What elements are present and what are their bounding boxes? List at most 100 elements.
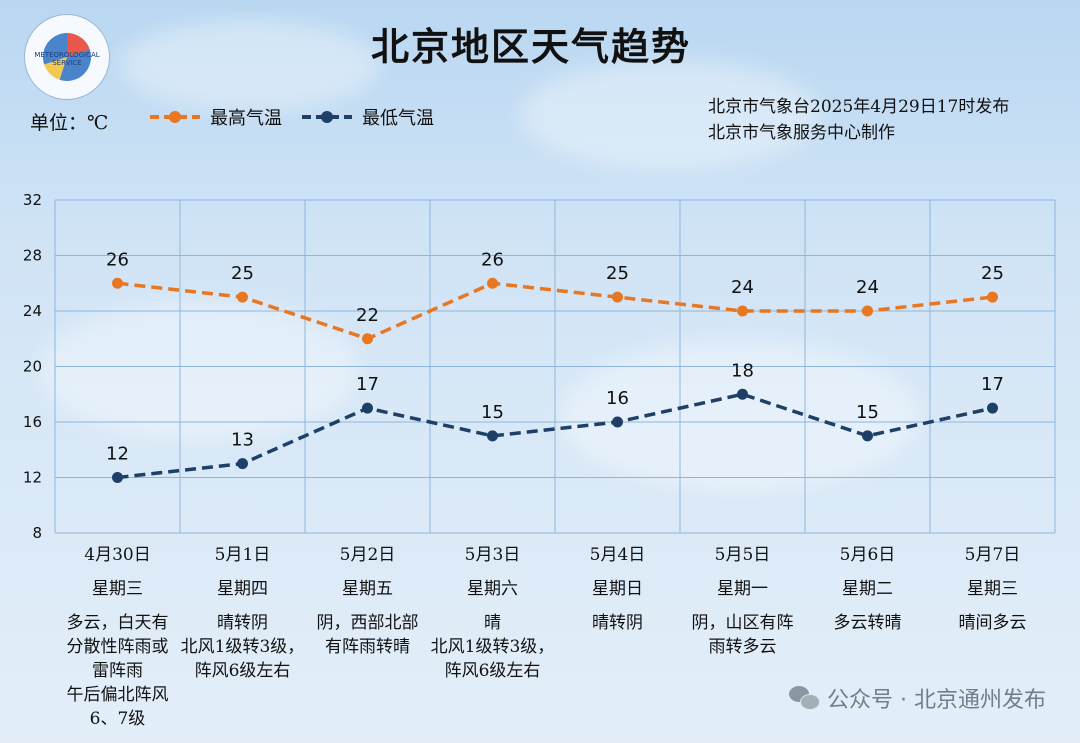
day-weather: 晴转阴 北风1级转3级， 阵风6级左右 [180,611,305,683]
day-weather-line: 多云，白天有 [66,613,169,633]
day-weekday: 星期一 [717,579,768,599]
day-column: 5月7日星期三晴间多云 [930,540,1055,635]
legend-swatch-low-icon [302,111,352,123]
data-point-high [612,291,623,303]
y-tick-label: 16 [23,413,42,431]
wechat-icon [789,686,821,710]
day-weather-line: 阴，山区有阵 [691,613,794,633]
day-weather-line: 多云转晴 [833,613,902,633]
data-label-high: 24 [856,277,879,298]
cloud-decoration [520,60,820,170]
data-label-low: 16 [606,388,629,409]
day-weather: 阴，山区有阵 雨转多云 [680,611,805,659]
unit-label: 单位：℃ [30,112,109,134]
data-point-high [362,333,373,345]
day-weather-line: 晴转阴 [217,613,268,633]
legend-item-high: 最高气温 [150,104,282,130]
data-point-high [737,305,748,317]
data-point-low [737,388,748,400]
day-weather-line: 北风1级转3级， [430,637,555,657]
data-point-high [237,291,248,303]
data-label-low: 12 [106,444,129,465]
y-tick-label: 24 [23,302,42,320]
y-tick-label: 12 [23,469,42,487]
day-weather: 晴转阴 [555,611,680,635]
legend-label-low: 最低气温 [362,108,434,129]
day-date: 5月6日 [839,545,896,565]
day-weather: 晴间多云 [930,611,1055,635]
day-weather: 多云转晴 [805,611,930,635]
watermark: 公众号 · 北京通州发布 [789,682,1046,714]
logo-ring-text: METEOROLOGICAL SERVICE [34,51,100,67]
day-weather-line: 雷阵雨 [92,661,143,681]
cloud-decoration [120,20,380,110]
y-tick-label: 20 [23,358,42,376]
series-line-low [117,392,993,480]
day-column: 5月4日星期日晴转阴 [555,540,680,635]
day-column: 5月1日星期四晴转阴 北风1级转3级， 阵风6级左右 [180,540,305,683]
data-point-low [487,430,498,442]
day-weekday: 星期三 [967,579,1018,599]
day-weekday: 星期日 [592,579,643,599]
day-weather-line: 阴，西部北部 [316,613,419,633]
data-label-low: 13 [231,430,254,451]
day-date: 5月2日 [339,545,396,565]
day-date: 4月30日 [84,545,151,565]
data-point-high [487,277,498,289]
legend-label-high: 最高气温 [210,108,282,129]
day-column: 5月6日星期二多云转晴 [805,540,930,635]
data-label-high: 25 [981,263,1004,284]
issuer-line-1: 北京市气象台2025年4月29日17时发布 [708,97,1010,117]
logo-emblem-icon [43,33,91,81]
day-date: 5月5日 [714,545,771,565]
day-weather: 多云，白天有 分散性阵雨或 雷阵雨 午后偏北阵风 6、7级 [55,611,180,731]
data-point-low [862,430,873,442]
day-date: 5月4日 [589,545,646,565]
day-weekday: 星期五 [342,579,393,599]
day-column: 5月5日星期一阴，山区有阵 雨转多云 [680,540,805,659]
cloud-decoration [40,300,360,440]
cloud-decoration [560,340,920,490]
day-weekday: 星期三 [92,579,143,599]
day-weather-line: 晴 [484,613,501,633]
data-label-low: 15 [856,402,879,423]
day-weather-line: 晴转阴 [592,613,643,633]
day-weekday: 星期二 [842,579,893,599]
data-point-low [112,472,123,483]
watermark-text: 公众号 · 北京通州发布 [827,688,1046,713]
data-label-high: 26 [106,249,129,270]
data-point-high [112,277,123,289]
day-weather-line: 6、7级 [89,709,146,729]
day-weekday: 星期四 [217,579,268,599]
data-label-low: 15 [481,402,504,423]
day-weather: 晴北风1级转3级， 阵风6级左右 [430,611,555,683]
series-line-high [117,281,993,341]
data-label-low: 18 [731,360,754,381]
day-date: 5月1日 [214,545,271,565]
issuer-line-2: 北京市气象服务中心制作 [708,123,895,143]
data-label-high: 22 [356,305,379,326]
data-label-low: 17 [356,374,379,395]
data-point-low [987,402,998,414]
data-point-low [237,458,248,470]
day-date: 5月7日 [964,545,1021,565]
data-point-low [612,416,623,428]
data-label-high: 25 [231,263,254,284]
y-tick-label: 32 [23,191,42,209]
day-date: 5月3日 [464,545,521,565]
day-column: 4月30日星期三多云，白天有 分散性阵雨或 雷阵雨 午后偏北阵风 6、7级 [55,540,180,731]
data-point-high [987,291,998,303]
legend-swatch-high-icon [150,111,200,123]
meteorological-service-logo: METEOROLOGICAL SERVICE [24,14,110,100]
y-tick-label: 8 [32,524,42,542]
data-label-high: 25 [606,263,629,284]
day-weather-line: 有阵雨转晴 [325,637,410,657]
day-column: 5月2日星期五阴，西部北部 有阵雨转晴 [305,540,430,659]
day-weather-line: 雨转多云 [708,637,777,657]
data-point-low [362,402,373,414]
data-point-high [862,305,873,317]
day-weather-line: 晴间多云 [958,613,1027,633]
day-weather: 阴，西部北部 有阵雨转晴 [305,611,430,659]
page-title: 北京地区天气趋势 [370,24,691,69]
